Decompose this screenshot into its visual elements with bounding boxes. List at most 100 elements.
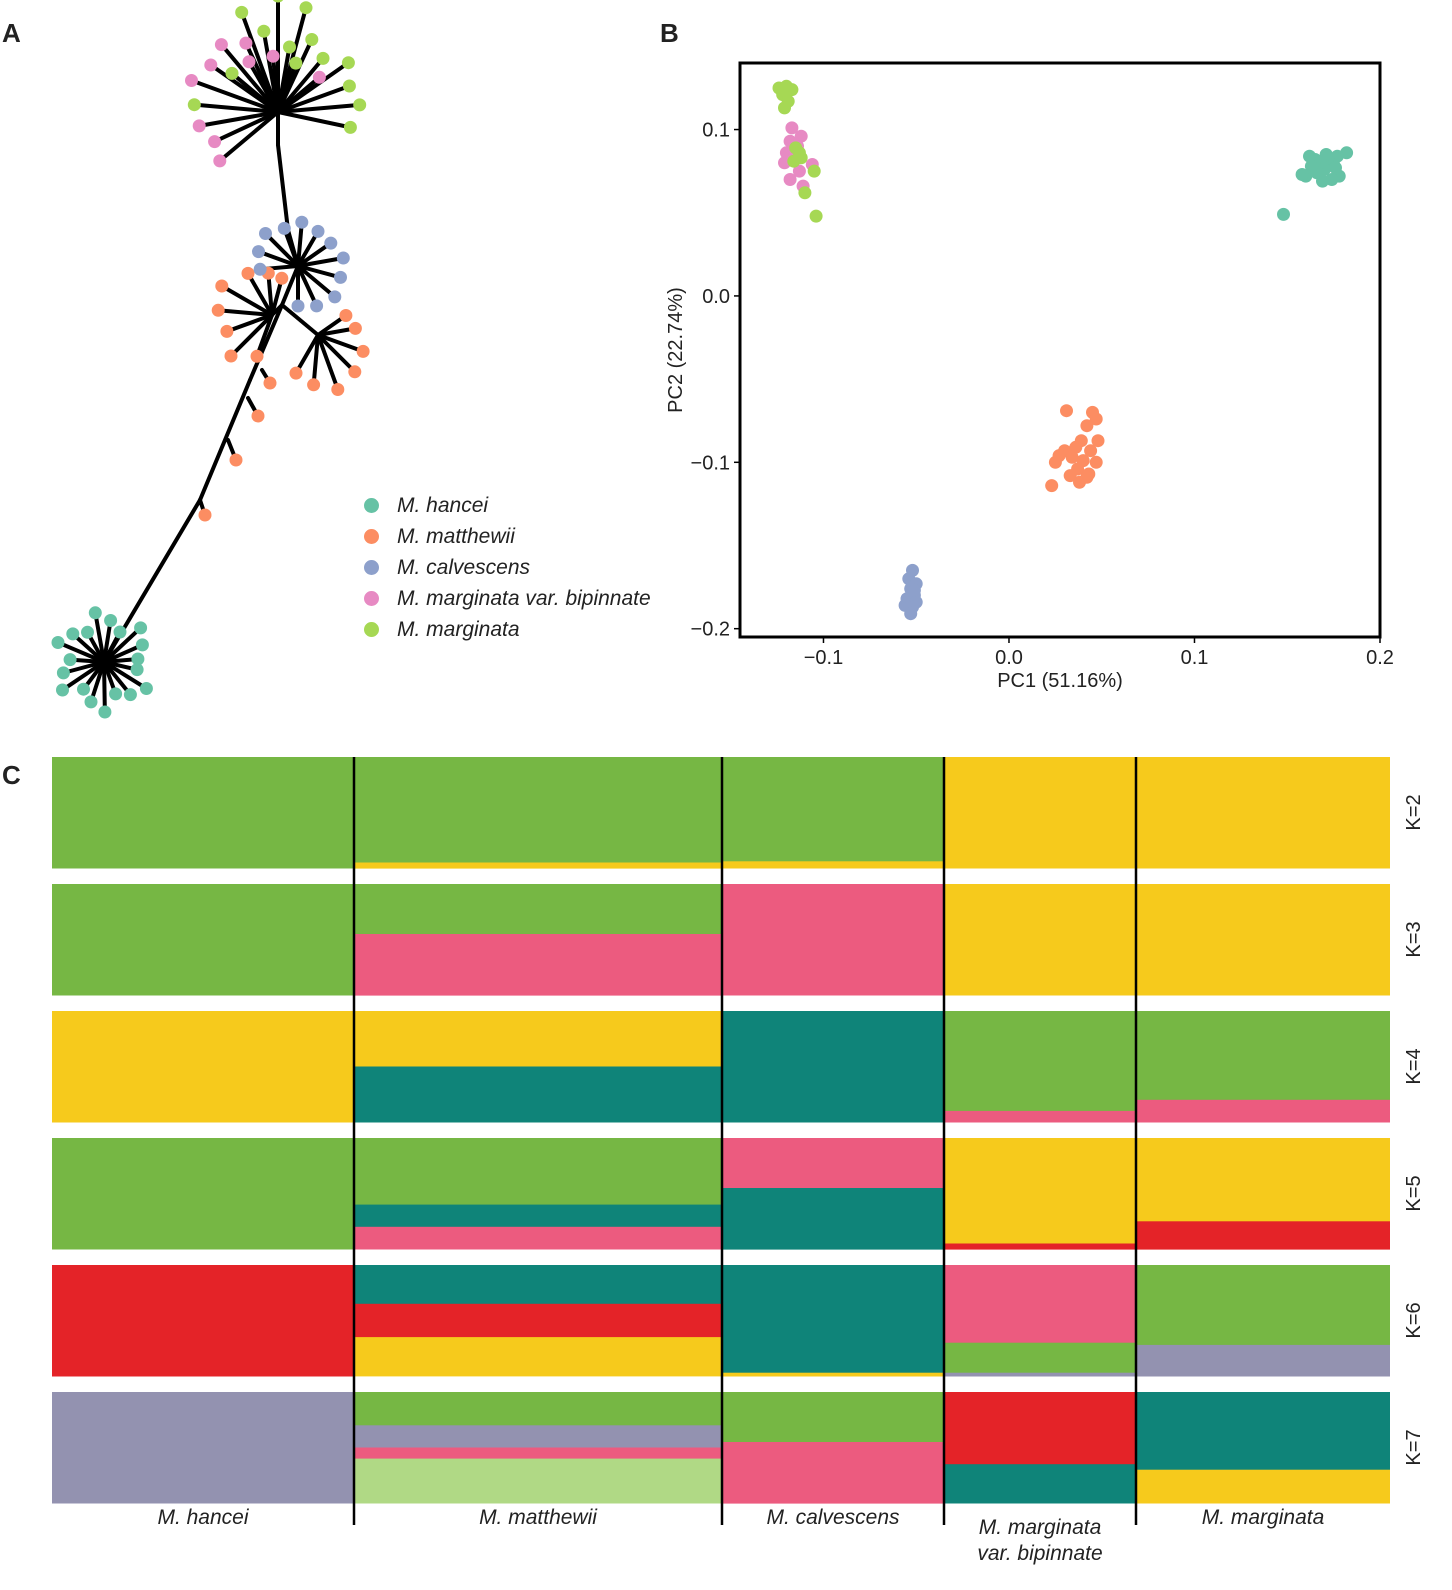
structure-row [52,1392,1390,1504]
structure-segment [52,884,354,996]
y-tick-label: 0.0 [702,286,730,308]
pca-point [1304,159,1318,173]
tree-edge [197,110,280,128]
legend-label: M. calvescens [397,555,531,579]
tree-leaf-node [192,119,206,133]
tree-leaf-node [328,290,342,304]
pca-series [1277,146,1354,221]
structure-row [52,1011,1390,1123]
tree-leaf-node [113,625,127,639]
pca-scatter-plot: −0.1 0.0 0.1 0.2 −0.2 −0.1 0.0 0.1 PC1 (51.16%) P… [665,61,1394,692]
tree-leaf-node [130,663,144,677]
tree-leaf-node [185,74,198,87]
structure-segment [1136,1099,1390,1123]
structure-segment [944,1372,1136,1377]
structure-segment [52,1011,354,1123]
tree-edge [296,264,337,299]
structure-segment [944,1243,1136,1250]
y-tick-label: −0.2 [691,619,730,641]
pca-point [1060,404,1073,418]
tree-edge [219,284,274,317]
structure-segment [722,1265,944,1374]
tree-edge [296,229,320,268]
pca-point [794,129,808,143]
pca-point [785,121,799,135]
tree-leaf-node [239,36,253,50]
structure-segment [944,1464,1136,1504]
x-tick-label: 0.0 [995,647,1023,669]
tree-leaf-node [251,409,265,423]
tree-leaf-node [104,614,118,627]
legend-label: M. marginata [397,617,520,641]
pca-point [1091,434,1105,448]
structure-segment [354,757,722,863]
tree-leaf-node [348,365,362,379]
population-label: M. hancei [157,1506,249,1529]
tree-edge [296,256,346,268]
tree-leaf-node [109,687,123,701]
population-label: M. matthewii [479,1506,598,1529]
pca-point [1089,455,1103,469]
structure-segment [354,1204,722,1228]
tree-edge [296,264,343,280]
tree-leaf-node [235,5,249,19]
tree-leaf-node [289,56,303,70]
tree-edge [282,226,300,268]
structure-segment [354,1392,722,1426]
pca-point [1080,419,1094,433]
tree-leaf-node [348,321,362,335]
tree-leaf-node [295,215,309,229]
pca-point [907,583,921,597]
tree-edge [192,102,280,114]
pca-point [1048,455,1062,469]
pca-point [1316,174,1329,188]
tree-edge [55,640,106,664]
structure-segment [354,1458,722,1504]
tree-edge [189,78,280,114]
structure-segment [1136,884,1390,996]
tree-leaf-node [213,154,227,168]
tree-edge [294,333,320,376]
tree-edge [70,631,106,664]
k-label: K=4 [1403,1048,1425,1084]
pca-point [1045,479,1059,493]
tree-leaf-node [312,70,326,84]
tree-edge [216,308,274,317]
structure-segment [354,1138,722,1206]
tree-leaf-node [77,682,90,696]
legend-label: M. matthewii [397,524,515,548]
tree-edge [296,220,304,268]
tree-edge [311,333,320,387]
population-label-line2: var. bipinnate [977,1542,1102,1565]
structure-segment [722,1138,944,1189]
pca-point [792,164,806,178]
tree-leaf-node [225,66,239,80]
structure-segment [52,757,354,869]
tree-edge [256,249,300,268]
structure-segment [1136,1392,1390,1471]
pca-point [807,164,821,178]
structure-row [52,757,1390,869]
legend-item: M. hancei [364,490,651,521]
structure-segment [354,934,722,996]
tree-edge [296,264,319,308]
tree-leaf-node [123,688,137,702]
pca-point [1069,440,1083,454]
k-label: K=5 [1403,1175,1425,1211]
tree-edge [276,75,322,114]
pca-point [1084,444,1098,458]
tree-edge [212,110,280,144]
k-label: K=3 [1403,921,1425,957]
structure-segment [722,1372,944,1377]
x-tick-label: 0.1 [1181,647,1209,669]
tree-leaf-node [252,245,265,259]
k-label: K=6 [1403,1302,1425,1338]
tree-edge [266,271,274,317]
tree-edge [60,660,106,692]
structure-segment [1136,757,1390,869]
structure-segment [944,1392,1136,1465]
tree-edge [61,660,106,675]
tree-leaf-node [299,1,313,15]
tree-leaf-node [342,79,356,93]
structure-segment [944,1265,1136,1344]
